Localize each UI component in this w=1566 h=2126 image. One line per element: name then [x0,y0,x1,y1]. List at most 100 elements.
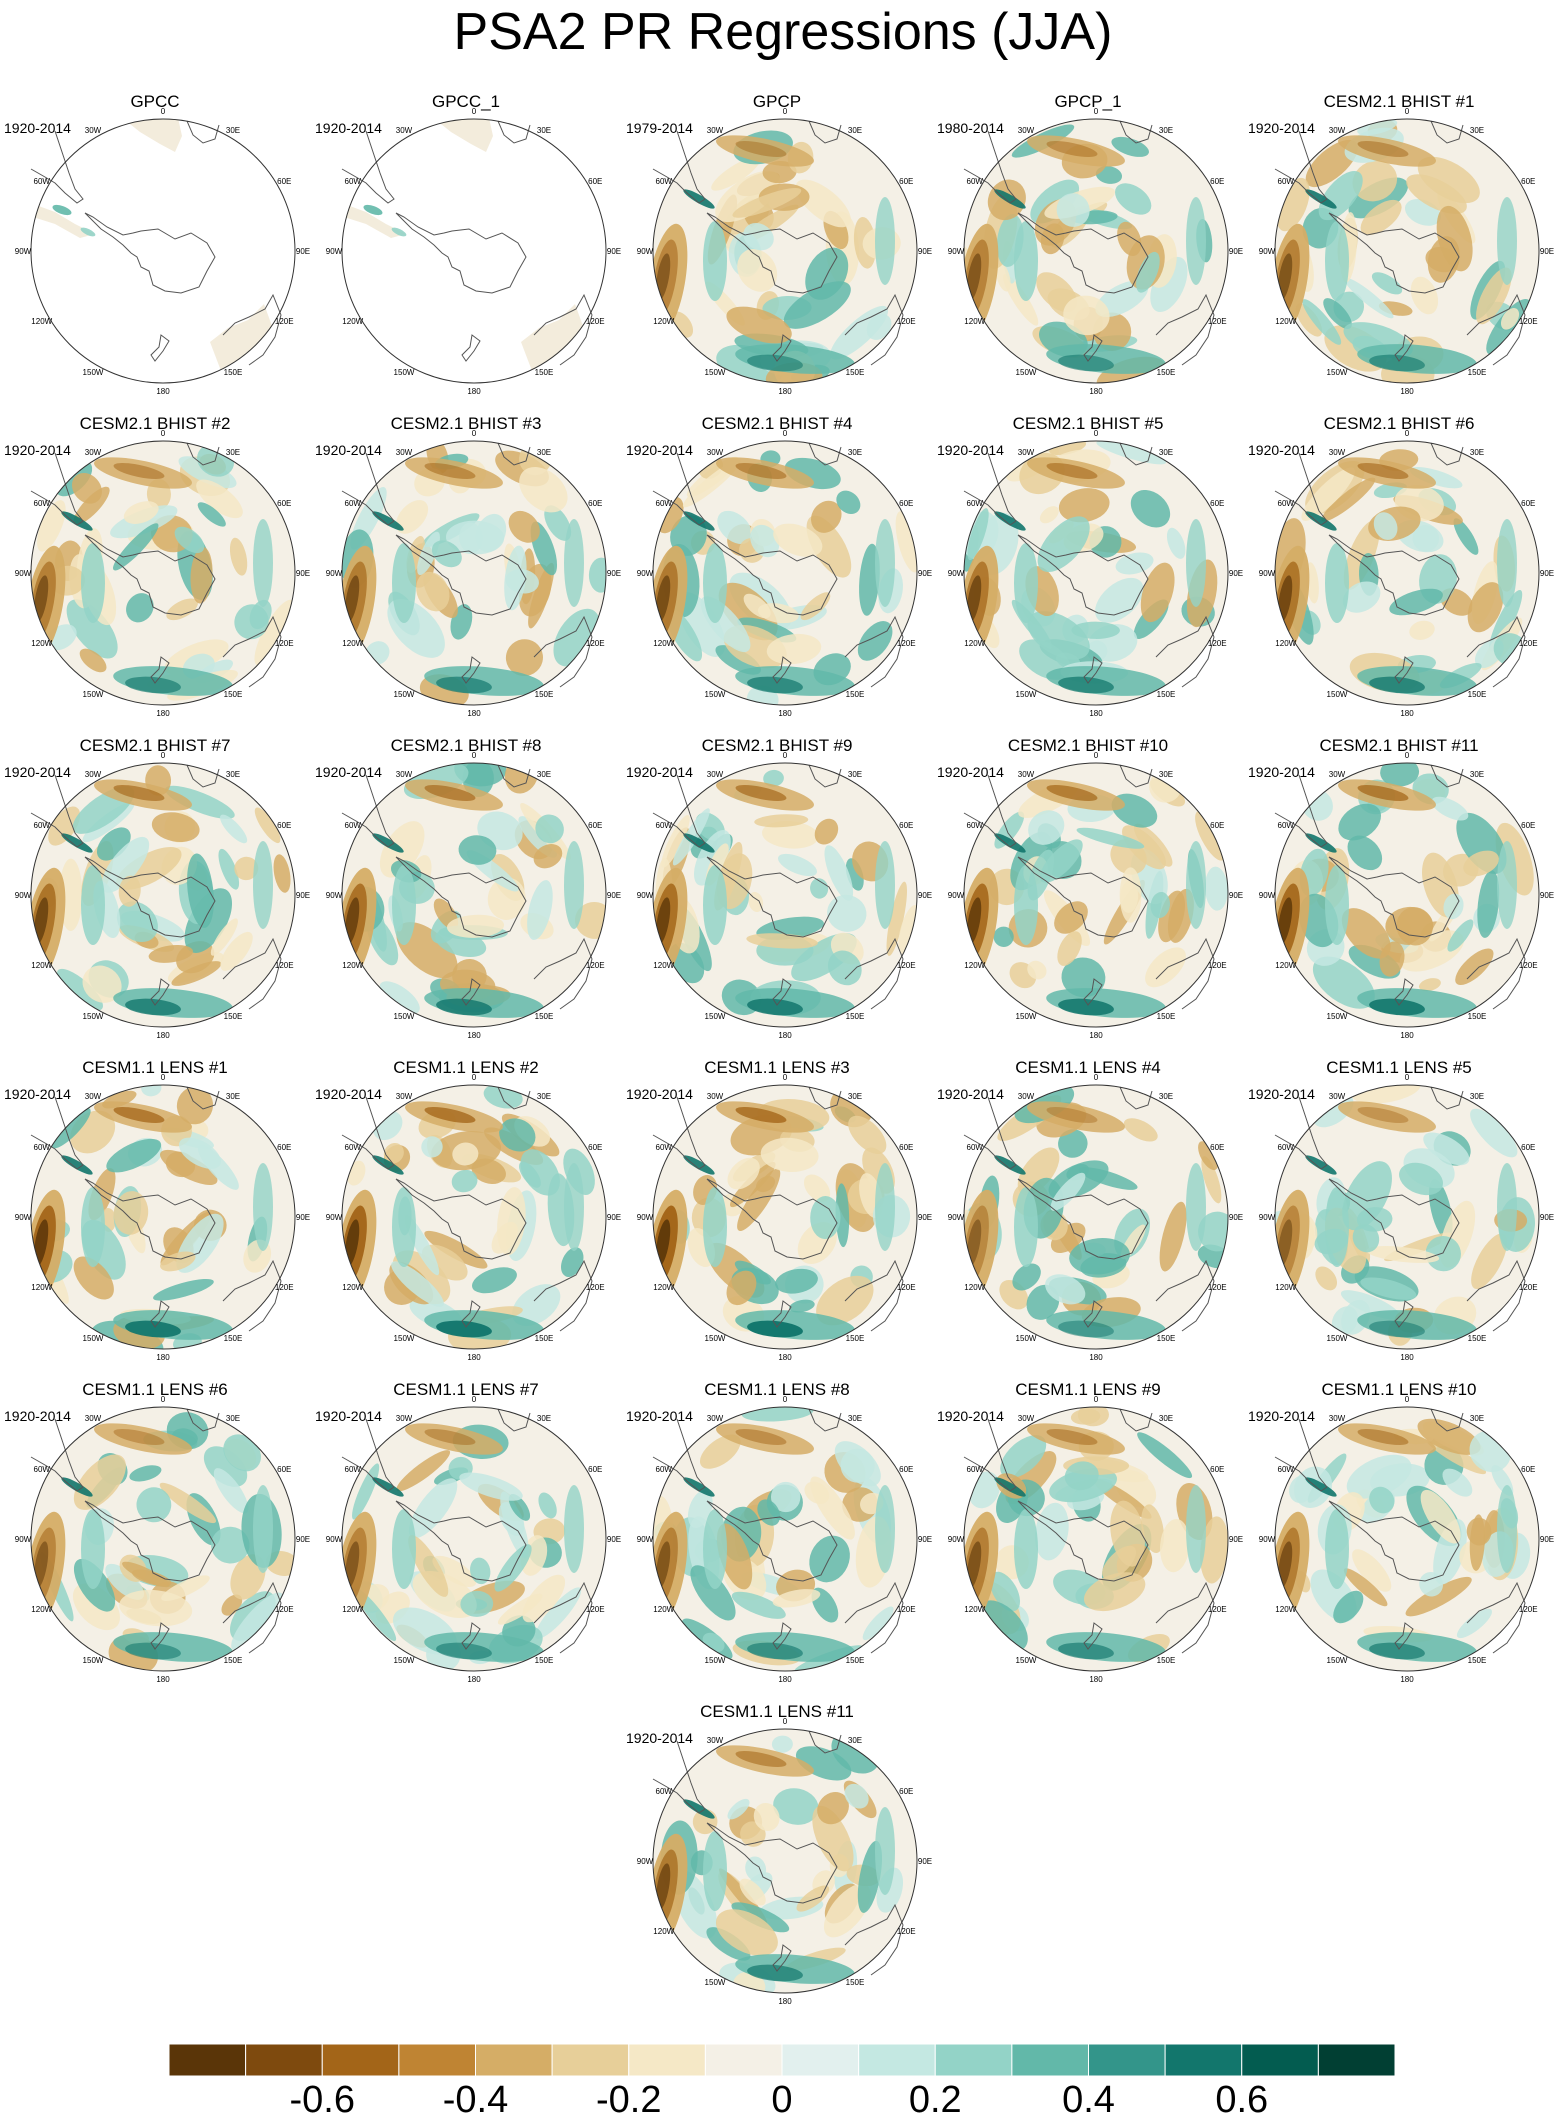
longitude-label: 30E [537,448,551,457]
anomaly-contour [1417,156,1480,204]
anomaly-contour [1476,267,1512,325]
anomaly-contour [197,1144,239,1190]
longitude-label: 150W [1327,368,1348,377]
anomaly-contour [1341,908,1391,959]
map-panel: CESM2.1 BHIST #10 1920-2014 0 30E 60E 90E 120E… [933,736,1243,1056]
anomaly-contour [436,1642,492,1660]
longitude-label: 30W [1018,770,1035,779]
anomaly-contour [726,1270,757,1306]
longitude-label: 150E [1468,690,1487,699]
anomaly-contour [1305,189,1337,209]
longitude-label: 90W [1259,247,1276,256]
anomaly-contour [735,463,787,479]
longitude-label: 180 [778,1031,792,1040]
longitude-label: 30E [1470,126,1484,135]
anomaly-contour [737,249,778,292]
longitude-label: 120W [342,639,363,648]
anomaly-contour [1455,948,1494,986]
longitude-label: 0 [1094,107,1099,116]
anomaly-contour [1343,520,1380,590]
anomaly-contour [1325,543,1349,623]
australia-coastline [533,293,593,366]
anomaly-contour [762,160,797,184]
map-border [341,118,607,384]
longitude-label: 120E [275,1283,294,1292]
longitude-label: 0 [472,429,477,438]
anomaly-contour [966,575,982,623]
longitude-label: 30W [1329,1414,1346,1423]
anomaly-contour [229,537,248,576]
longitude-label: 120W [31,317,52,326]
anomaly-contour [1012,1263,1041,1291]
colorbar-tick-label: -0.6 [289,2079,355,2121]
longitude-label: 120W [1275,961,1296,970]
colorbar-swatch [551,2044,630,2076]
africa-coastline [1119,1408,1153,1432]
anomaly-contour [683,1155,715,1175]
anomaly-contour [1102,1545,1137,1580]
anomaly-contour [1456,1608,1493,1639]
anomaly-contour [166,598,198,621]
anomaly-contour [459,1472,523,1501]
longitude-label: 90E [918,1535,932,1544]
anomaly-contour [1058,488,1110,523]
antarctica-coastline [1328,1178,1460,1260]
anomaly-contour [886,881,907,956]
longitude-label: 90E [607,1535,621,1544]
australia-coastline [1155,1259,1215,1332]
longitude-label: 60E [1521,1465,1535,1474]
polar-stereographic-map: 0 30E 60E 90E 120E 150E 180 150W 120W 90W 60W 30W [326,107,621,396]
anomaly-contour [113,1107,165,1123]
longitude-label: 120W [342,1605,363,1614]
africa-coastline [186,120,220,144]
longitude-label: 30W [1329,1092,1346,1101]
polar-stereographic-map: 0 30E 60E 90E 120E 150E 180 150W 120W 90W 60W 30W [637,751,932,1040]
longitude-label: 60W [1278,821,1295,830]
map-panel: CESM1.1 LENS #1 1920-2014 0 30E 60E 90E 120E 15… [0,1058,310,1378]
map-panel: CESM2.1 BHIST #9 1920-2014 0 30E 60E 90E 120E 1… [622,736,932,1056]
anomaly-contour [470,1557,491,1585]
panel-years: 1920-2014 [1248,764,1315,780]
colorbar-swatch [1164,2044,1243,2076]
anomaly-contour [56,968,103,1011]
longitude-label: 120W [964,639,985,648]
antarctica-coastline [395,1500,527,1582]
south-america-coastline [30,774,84,848]
australia-coastline [222,1259,282,1332]
longitude-label: 60W [967,177,984,186]
anomaly-contour [777,853,818,877]
longitude-label: 30W [396,770,413,779]
anomaly-contour [812,1805,854,1872]
anomaly-contour [519,466,568,513]
new-zealand-coastline [461,1622,481,1650]
anomaly-contour [1130,489,1171,528]
longitude-label: 60W [967,1143,984,1152]
longitude-label: 120E [275,961,294,970]
longitude-label: 150E [224,368,243,377]
antarctica-coastline [84,534,216,616]
panel-years: 1920-2014 [1248,1408,1315,1424]
australia-coastline [844,937,904,1010]
longitude-label: 30E [848,1736,862,1745]
anomaly-contour [1277,897,1293,945]
anomaly-contour [344,897,360,945]
longitude-label: 30E [1470,1092,1484,1101]
anomaly-contour [1357,785,1409,801]
coastlines [652,1086,904,1332]
map-border [1274,440,1540,706]
coastlines [341,764,593,1010]
anomaly-contour [730,1161,776,1208]
anomaly-contour [61,833,93,853]
anomaly-contour [73,1256,114,1300]
anomaly-contour [126,593,154,623]
longitude-label: 180 [156,1353,170,1362]
longitude-label: 60E [1521,1143,1535,1152]
longitude-label: 0 [161,1395,166,1404]
anomaly-contour [1027,1101,1125,1133]
anomaly-contour [1497,519,1517,607]
anomaly-contour [775,1268,818,1294]
map-panel: GPCP_1 1980-2014 0 30E 60E 90E 120E 150E 180 150W… [933,92,1243,412]
anomaly-contour [1305,1477,1337,1497]
map-border [652,440,918,706]
antarctica-coastline [706,1822,838,1904]
